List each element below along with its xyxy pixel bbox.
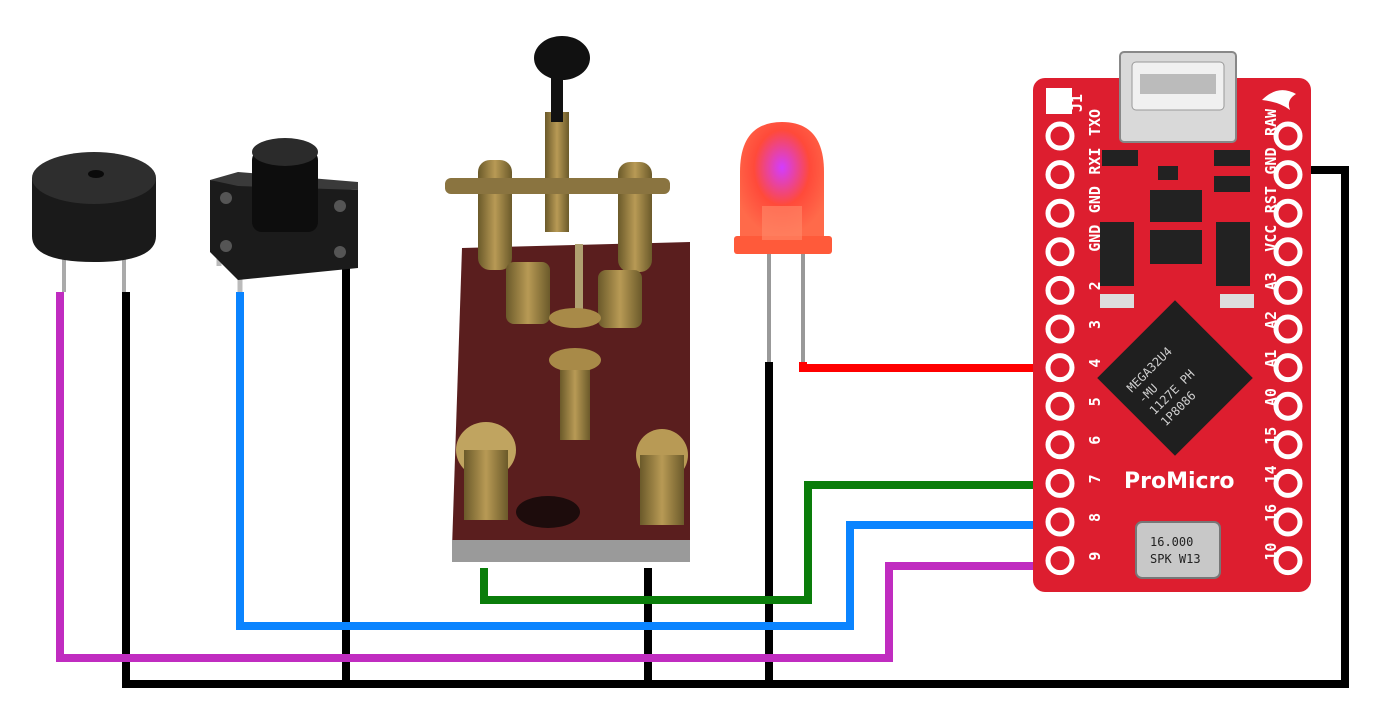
wire-ground-bus	[122, 166, 1349, 688]
right-pin-label: A2	[1262, 311, 1280, 329]
right-pin-label: GND	[1262, 148, 1280, 175]
left-pad	[1045, 391, 1075, 421]
left-pin-label: 2	[1086, 281, 1104, 290]
left-pad	[1045, 237, 1075, 267]
led-icon	[734, 122, 832, 362]
right-pad	[1273, 121, 1303, 151]
right-pin-label: RST	[1262, 186, 1280, 213]
left-pin-label: 4	[1086, 359, 1104, 368]
telegraph-key-icon	[432, 36, 690, 562]
left-pad	[1045, 275, 1075, 305]
right-pad	[1273, 237, 1303, 267]
crystal: 16.000 SPK W13	[1135, 521, 1221, 579]
right-pad	[1273, 507, 1303, 537]
right-pad	[1273, 314, 1303, 344]
right-pad	[1273, 391, 1303, 421]
mcu-chip: MEGA32U4 -MU 1127E PH 1P8086	[1097, 300, 1253, 456]
left-pad	[1045, 314, 1075, 344]
j1-label: J1	[1068, 94, 1086, 112]
right-pad	[1273, 468, 1303, 498]
pro-micro-board-icon: J1 TXO RXI GND GND 2 3 4 5 6 7 8 9 RAW GND RST VCC A3 A2…	[1033, 51, 1311, 592]
right-pin-label: VCC	[1262, 225, 1280, 252]
right-pads: RAW GND RST VCC A3 A2 A1 A0 15 14 16 10	[1262, 108, 1303, 576]
pushbutton-icon	[210, 138, 358, 292]
left-pin-label: TXO	[1086, 109, 1104, 136]
left-pad	[1045, 468, 1075, 498]
right-pad	[1273, 430, 1303, 460]
left-pad	[1045, 160, 1075, 190]
wire-led-signal	[799, 362, 1035, 372]
wire-buzzer-signal	[56, 292, 1035, 662]
left-pin-label: 3	[1086, 320, 1104, 329]
right-pin-label: 14	[1262, 465, 1280, 483]
left-pin-label: 7	[1086, 474, 1104, 483]
buzzer-icon	[32, 152, 156, 292]
brand-label: ProMicro	[1124, 469, 1235, 494]
right-pin-label: A1	[1262, 350, 1280, 368]
right-pad	[1273, 546, 1303, 576]
right-pin-label: A0	[1262, 388, 1280, 406]
left-pad	[1045, 546, 1075, 576]
right-pad	[1273, 198, 1303, 228]
wire-key-signal	[480, 481, 1035, 604]
left-pad	[1045, 121, 1075, 151]
left-pin-label: 9	[1086, 552, 1104, 561]
right-pin-label: RAW	[1262, 108, 1280, 136]
left-pad	[1045, 353, 1075, 383]
right-pad	[1273, 353, 1303, 383]
left-pin-label: GND	[1086, 225, 1104, 252]
crystal-line-2: SPK W13	[1150, 552, 1201, 566]
right-pin-label: 16	[1262, 504, 1280, 522]
right-pin-label: A3	[1262, 272, 1280, 290]
wire-button-signal	[236, 292, 1035, 630]
left-pin-label: RXI	[1086, 148, 1104, 175]
left-pin-label: 8	[1086, 513, 1104, 522]
left-pin-label: GND	[1086, 186, 1104, 213]
left-pad	[1045, 430, 1075, 460]
left-pad	[1045, 198, 1075, 228]
left-pin-label: 6	[1086, 436, 1104, 445]
crystal-line-1: 16.000	[1150, 535, 1193, 549]
left-pin-label: 5	[1086, 397, 1104, 406]
left-pad	[1045, 507, 1075, 537]
right-pin-label: 10	[1262, 543, 1280, 561]
right-pin-label: 15	[1262, 427, 1280, 445]
wires	[56, 166, 1349, 688]
left-pads: TXO RXI GND GND 2 3 4 5 6 7 8 9	[1045, 109, 1104, 576]
right-pad	[1273, 160, 1303, 190]
right-pad	[1273, 275, 1303, 305]
